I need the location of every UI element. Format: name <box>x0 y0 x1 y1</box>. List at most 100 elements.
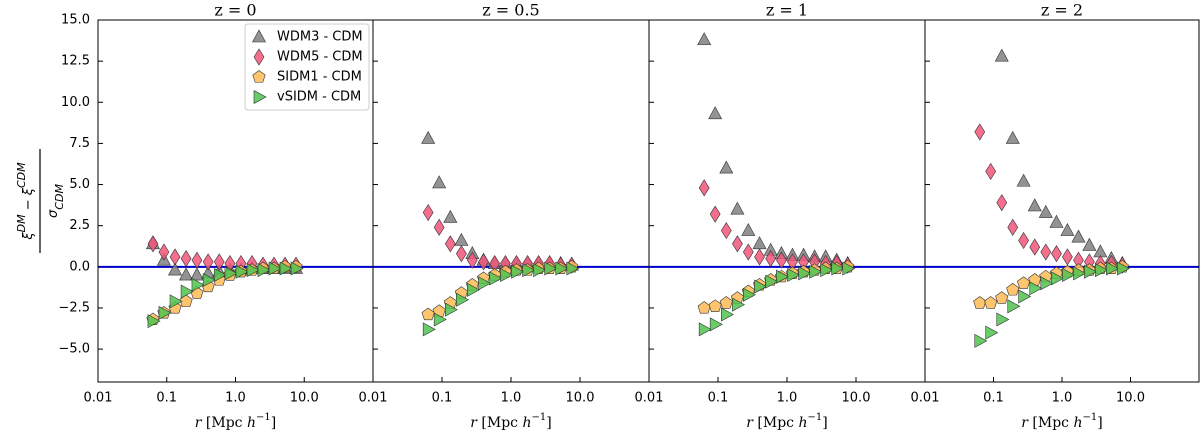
data-point <box>189 267 204 281</box>
data-point <box>719 296 733 309</box>
data-point <box>743 287 756 302</box>
data-point <box>787 268 801 283</box>
legend-marker <box>252 70 266 83</box>
y-label-part: − ξ <box>21 187 36 214</box>
data-point <box>721 307 734 322</box>
data-point <box>279 261 293 276</box>
x-axis-label-part: r <box>470 415 478 431</box>
x-axis-label-part: r <box>1021 415 1029 431</box>
x-axis-label-part: [Mpc <box>477 415 523 431</box>
data-point <box>1007 218 1019 236</box>
data-point <box>445 302 458 317</box>
legend-marker <box>253 89 267 105</box>
data-point <box>1084 264 1098 279</box>
x-tick-label: 0.01 <box>359 391 388 406</box>
data-point <box>742 243 754 261</box>
data-point <box>765 274 779 289</box>
data-point <box>1073 266 1087 281</box>
data-point <box>974 123 986 141</box>
x-tick-label: 0.1 <box>983 391 1004 406</box>
data-point <box>147 314 161 329</box>
data-point <box>158 305 172 320</box>
data-point <box>697 32 712 46</box>
data-point <box>798 266 812 281</box>
data-point <box>268 261 282 276</box>
y-tick-label: −2.5 <box>58 300 90 315</box>
x-axis-label-part: ] <box>271 415 276 431</box>
y-label-part: DM <box>15 214 28 232</box>
data-point <box>1018 289 1032 304</box>
y-tick-label: 7.5 <box>69 136 90 151</box>
x-axis-label: r [Mpc h−1] <box>470 412 551 431</box>
data-point <box>202 253 214 271</box>
data-point <box>1082 237 1097 251</box>
data-point <box>466 251 478 269</box>
data-point <box>511 264 525 279</box>
x-axis-label-part: h <box>1073 415 1082 431</box>
data-point <box>719 160 734 174</box>
data-point <box>213 268 227 283</box>
data-point <box>224 266 238 281</box>
data-point <box>202 272 216 287</box>
data-point <box>1071 229 1086 243</box>
data-point <box>1029 238 1041 256</box>
data-point <box>500 268 514 283</box>
y-tick-label: −5.0 <box>58 342 90 357</box>
data-point <box>213 253 225 271</box>
data-point <box>1106 261 1119 276</box>
x-tick-label: 1.0 <box>225 391 246 406</box>
y-label-part: σ <box>46 209 61 218</box>
data-point <box>467 282 480 297</box>
data-point <box>191 277 205 292</box>
x-tick-label: 10.0 <box>842 391 871 406</box>
data-point <box>433 312 447 327</box>
legend-label: vSIDM - CDM <box>277 90 361 105</box>
panel-title: z = 1 <box>766 1 808 20</box>
x-tick-label: 1.0 <box>777 391 798 406</box>
y-tick-label: 15.0 <box>61 13 90 28</box>
y-tick-label: 0.0 <box>69 259 90 274</box>
data-point <box>809 264 823 279</box>
y-label-part: ξ <box>21 232 36 241</box>
panel-title: z = 0.5 <box>482 1 539 20</box>
data-point <box>996 194 1008 212</box>
data-point <box>544 261 558 276</box>
data-point <box>478 276 492 291</box>
data-point <box>708 106 723 120</box>
data-point <box>180 250 192 268</box>
data-point <box>995 291 1009 304</box>
data-point <box>235 264 249 279</box>
data-point <box>1005 130 1020 144</box>
data-point <box>754 248 765 266</box>
data-point <box>1049 214 1064 228</box>
data-point <box>697 301 711 314</box>
data-point <box>432 175 447 189</box>
x-axis-label: r [Mpc h−1] <box>1021 412 1102 431</box>
data-point <box>984 296 998 309</box>
panel-title: z = 2 <box>1041 1 1083 20</box>
data-point <box>1051 271 1065 286</box>
data-point <box>1038 204 1053 218</box>
x-axis-label-part: h <box>247 415 256 431</box>
data-point <box>1062 248 1073 266</box>
data-point <box>741 222 756 236</box>
data-point <box>179 294 193 307</box>
data-point <box>730 201 745 215</box>
x-axis-label-part: −1 <box>808 412 823 423</box>
data-point <box>996 312 1010 327</box>
x-tick-label: 0.01 <box>84 391 113 406</box>
legend-box <box>244 23 370 111</box>
data-point <box>422 322 436 337</box>
x-axis-label: r [Mpc h−1] <box>746 412 827 431</box>
data-point <box>752 236 767 250</box>
data-point <box>820 263 834 278</box>
data-point <box>456 245 467 263</box>
x-axis-label-part: −1 <box>532 412 547 423</box>
panel-title: z = 0 <box>214 1 256 20</box>
data-point <box>169 248 181 266</box>
x-tick-label: 0.1 <box>156 391 177 406</box>
legend-marker <box>251 29 267 43</box>
x-axis-label-part: [Mpc <box>1028 415 1074 431</box>
